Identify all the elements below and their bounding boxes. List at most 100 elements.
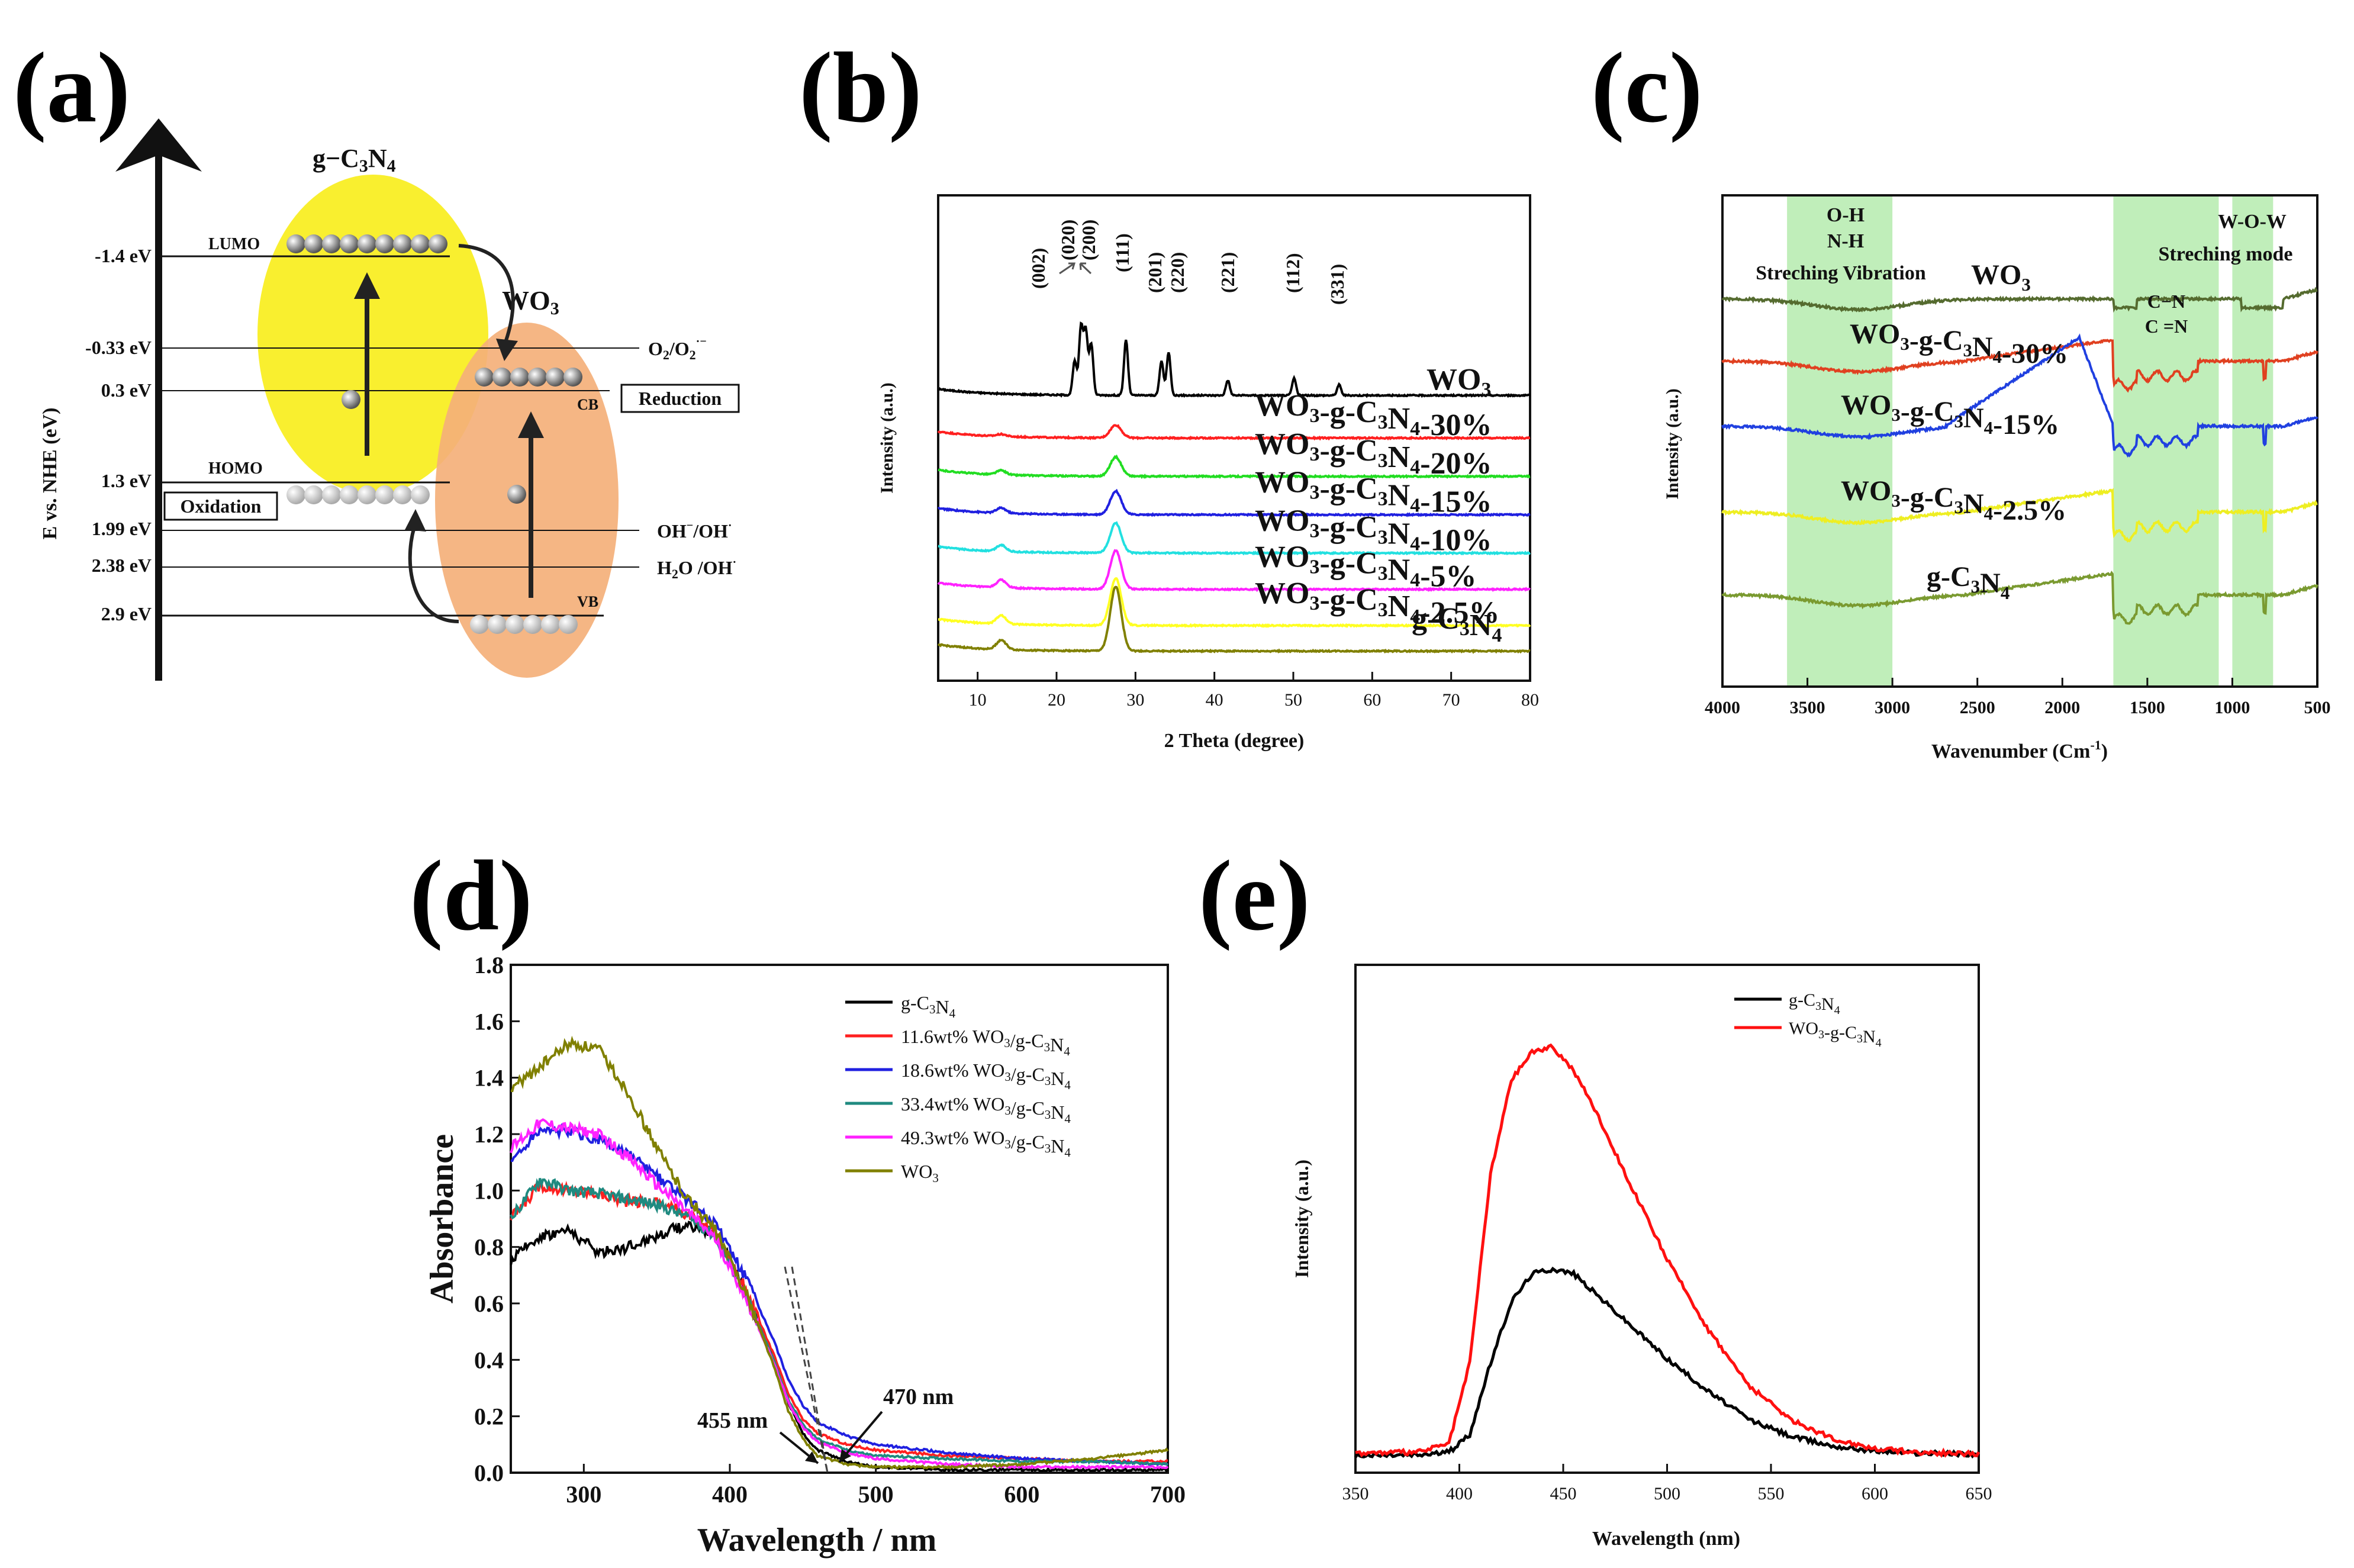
wo3-band-ellipse <box>435 323 619 678</box>
panel-d-letter: (d) <box>410 840 533 951</box>
ftir-series-line <box>1721 571 2318 625</box>
x-tick-label: 650 <box>1966 1484 1992 1503</box>
ftir-series-line <box>1721 488 2318 543</box>
band-label-wow: W-O-W <box>2218 211 2287 233</box>
cb-label: CB <box>577 396 598 413</box>
ftir-series-label: WO3-g-C3N4-30% <box>1850 318 2068 369</box>
xrd-series-label: WO3 <box>1426 363 1491 401</box>
panel-c-ylabel: Intensity (a.u.) <box>1663 388 1682 500</box>
panel-e-ticks: 350 400 450 500 550 600 650 <box>1342 1464 1992 1503</box>
y-tick-label: 1.8 <box>474 952 504 978</box>
oxidation-label: Oxidation <box>181 495 262 517</box>
band-label-oh: O-H <box>1827 204 1864 226</box>
xrd-series-label: WO3-g-C3N4-2.5% <box>1255 577 1500 630</box>
level-label: -0.33 eV <box>85 337 152 358</box>
panel-c: (c) 4000 3500 3000 2500 2000 1500 1000 500 WO3W… <box>1591 32 2331 762</box>
legend-entry: 11.6wt% WO3/g-C3N4 <box>901 1026 1070 1058</box>
panel-e: (e) 350 400 450 500 550 600 650 g-C3N4WO3-g-C3… <box>1199 840 1992 1550</box>
x-tick-label: 1000 <box>2214 698 2250 717</box>
uvvis-series-line <box>510 1118 1169 1470</box>
annotation-470: 470 nm <box>883 1385 954 1409</box>
o2-redox-label: O2/O2·− <box>648 335 707 362</box>
x-tick-label: 50 <box>1284 690 1302 710</box>
x-tick-label: 550 <box>1758 1484 1785 1503</box>
panel-d-ylabel: Absorbance <box>424 1134 461 1303</box>
legend-entry: 33.4wt% WO3/g-C3N4 <box>901 1093 1071 1126</box>
legend-entry: 18.6wt% WO3/g-C3N4 <box>901 1060 1071 1092</box>
x-tick-label: 500 <box>858 1481 894 1508</box>
panel-d: (d) 300 400 500 600 700 0.0 0.2 0.4 0.6 0.8 1.0 1.2… <box>410 840 1186 1559</box>
level-label: 1.3 eV <box>101 470 152 491</box>
peak-label: (331) <box>1326 264 1348 305</box>
xrd-series-label: WO3-g-C3N4-30% <box>1255 389 1492 442</box>
homo-holes <box>286 485 430 504</box>
ftir-series-line <box>1721 333 2318 458</box>
panel-e-plot-frame <box>1354 964 1980 1474</box>
legend-entry: g-C3N4 <box>1789 990 1840 1017</box>
panel-b-xlabel: 2 Theta (degree) <box>1164 730 1305 752</box>
x-tick-label: 20 <box>1048 690 1065 710</box>
xrd-series-label: WO3-g-C3N4-15% <box>1255 466 1492 519</box>
uvvis-series-line <box>511 1035 1169 1470</box>
panel-c-band-labels: O-H N-H Streching Vibration C−N C =N W-O… <box>1756 204 2292 337</box>
peak-label: (201) <box>1144 252 1165 293</box>
xrd-series-label: WO3-g-C3N4-20% <box>1255 427 1492 481</box>
x-tick-label: 60 <box>1363 690 1381 710</box>
xrd-series-line <box>937 549 1531 593</box>
peak-label: (221) <box>1217 252 1238 293</box>
ftir-series-label: g-C3N4 <box>1927 561 2010 603</box>
peak-label: (200) <box>1078 220 1099 260</box>
homo-label: HOMO <box>208 459 263 478</box>
ftir-series-line <box>1721 286 2318 313</box>
annotation-455: 455 nm <box>697 1408 768 1433</box>
level-label: 2.9 eV <box>101 603 152 624</box>
oxidation-box <box>163 491 278 521</box>
panel-b-x-ticks: 10 20 30 40 50 60 70 80 <box>969 672 1539 710</box>
x-tick-label: 450 <box>1550 1484 1577 1503</box>
excited-electron-dot <box>507 485 526 504</box>
vb-holes <box>470 615 578 634</box>
panel-d-xlabel: Wavelength / nm <box>697 1522 936 1559</box>
peak-label: (220) <box>1167 252 1188 293</box>
x-tick-label: 400 <box>1446 1484 1473 1503</box>
panel-e-ylabel: Intensity (a.u.) <box>1291 1160 1312 1278</box>
reduction-label: Reduction <box>639 388 722 409</box>
cb-electrons <box>475 368 582 387</box>
panel-b-letter: (b) <box>799 32 922 143</box>
shaded-band <box>2232 195 2274 687</box>
x-tick-label: 40 <box>1206 690 1223 710</box>
peak-label: (002) <box>1028 248 1049 289</box>
panel-a: (a) E vs. NHE (eV) -1.4 eV -0.33 eV 0.3 … <box>13 32 740 681</box>
x-tick-label: 80 <box>1521 690 1539 710</box>
panel-c-letter: (c) <box>1591 32 1703 143</box>
h2o-redox-label: H2O /OH· <box>657 556 736 581</box>
x-tick-label: 2500 <box>1960 698 1995 717</box>
xrd-series-label: WO3-g-C3N4-5% <box>1255 540 1477 594</box>
peak-label: (111) <box>1112 233 1133 272</box>
shaded-band <box>2113 195 2219 687</box>
band-label-mode: Streching mode <box>2159 243 2293 265</box>
panel-b-ylabel: Intensity (a.u.) <box>877 382 897 494</box>
energy-axis-label: E vs. NHE (eV) <box>39 408 61 540</box>
xrd-series-line <box>938 577 1531 629</box>
ftir-series-label: WO3 <box>1971 259 2031 295</box>
hole-transfer-arrow-icon <box>405 509 426 532</box>
panel-c-x-ticks: 4000 3500 3000 2500 2000 1500 1000 500 <box>1705 678 2331 717</box>
y-tick-label: 1.2 <box>474 1121 504 1148</box>
panel-b-series-labels: WO3WO3-g-C3N4-30%WO3-g-C3N4-20%WO3-g-C3N… <box>1255 363 1502 646</box>
panel-b: (b) 10 20 30 40 50 60 70 80 WO3WO3-g-C3N4-30%WO… <box>799 32 1539 752</box>
x-tick-label: 2000 <box>2044 698 2080 717</box>
level-label: 0.3 eV <box>101 379 152 401</box>
peak-pointer-icon <box>1079 262 1092 275</box>
excited-electron-dot <box>342 390 360 409</box>
ftir-series-label: WO3-g-C3N4-2.5% <box>1841 475 2066 526</box>
peak-pointer-icon <box>1059 262 1076 275</box>
x-tick-label: 350 <box>1342 1484 1369 1503</box>
x-tick-label: 600 <box>1862 1484 1888 1503</box>
x-tick-label: 300 <box>566 1481 601 1508</box>
xrd-series-line <box>938 321 1530 398</box>
x-tick-label: 1500 <box>2130 698 2165 717</box>
energy-axis-arrow-icon <box>115 118 202 172</box>
